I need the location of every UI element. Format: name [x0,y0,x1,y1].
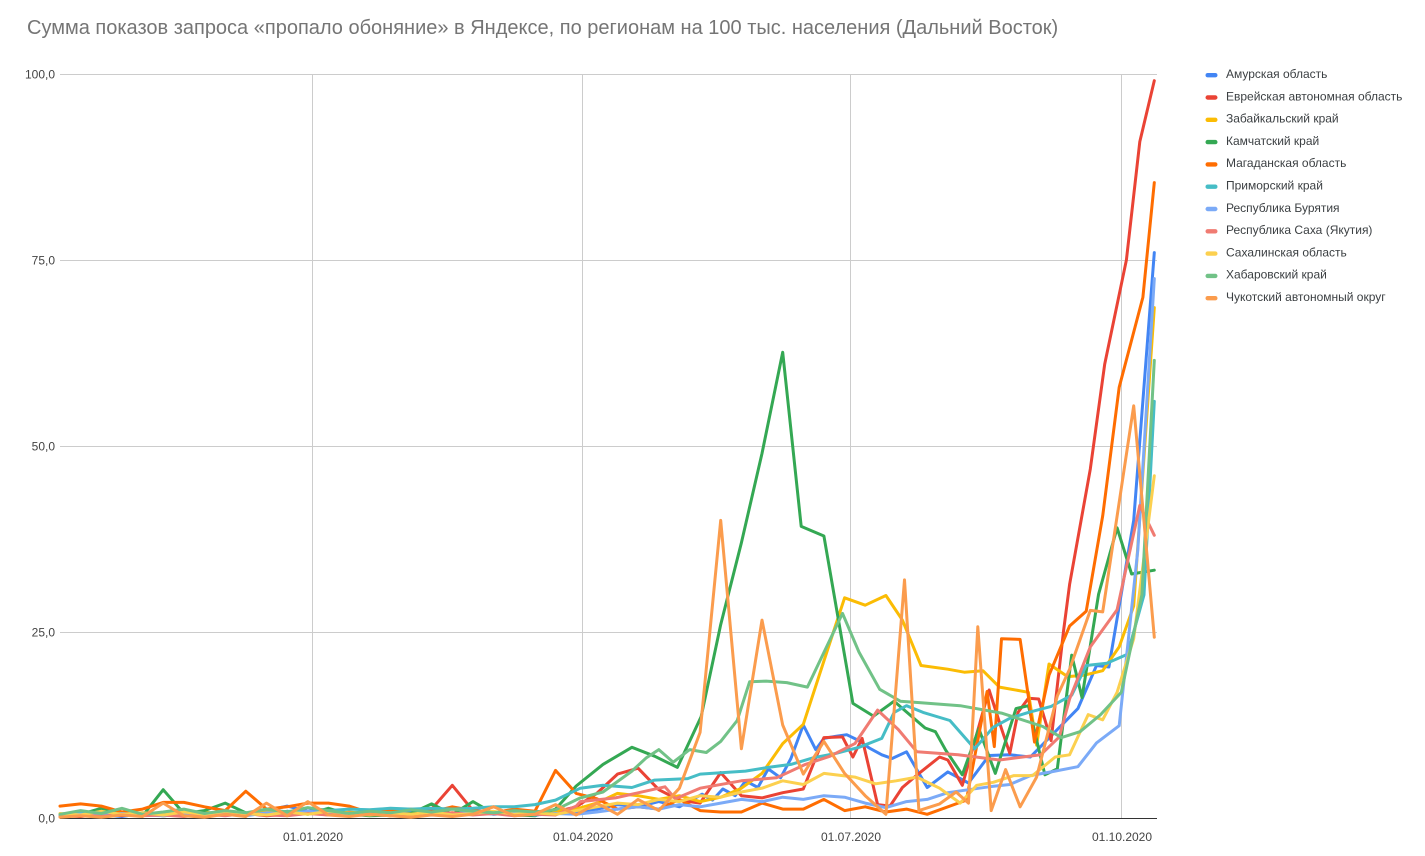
svg-text:Амурская область: Амурская область [1226,67,1327,81]
svg-text:Республика Бурятия: Республика Бурятия [1226,201,1340,215]
svg-text:01.01.2020: 01.01.2020 [283,830,343,844]
svg-text:50,0: 50,0 [32,440,56,454]
svg-text:01.07.2020: 01.07.2020 [821,830,881,844]
svg-text:75,0: 75,0 [32,254,56,268]
svg-text:0,0: 0,0 [38,812,55,826]
svg-text:100,0: 100,0 [25,68,55,82]
svg-text:Приморский край: Приморский край [1226,179,1323,193]
svg-text:Забайкальский край: Забайкальский край [1226,112,1339,126]
svg-text:Сахалинская область: Сахалинская область [1226,245,1347,259]
svg-text:Чукотский автономный округ: Чукотский автономный округ [1226,290,1386,304]
svg-text:Республика Саха (Якутия): Республика Саха (Якутия) [1226,223,1372,237]
svg-text:Камчатский край: Камчатский край [1226,134,1319,148]
svg-text:25,0: 25,0 [32,626,56,640]
svg-text:01.10.2020: 01.10.2020 [1092,830,1152,844]
svg-text:Магаданская область: Магаданская область [1226,156,1346,170]
svg-text:Еврейская автономная область: Еврейская автономная область [1226,89,1402,103]
svg-text:Хабаровский край: Хабаровский край [1226,268,1327,282]
svg-text:Сумма показов запроса «пропало: Сумма показов запроса «пропало обоняние»… [27,17,1058,39]
svg-text:01.04.2020: 01.04.2020 [553,830,613,844]
